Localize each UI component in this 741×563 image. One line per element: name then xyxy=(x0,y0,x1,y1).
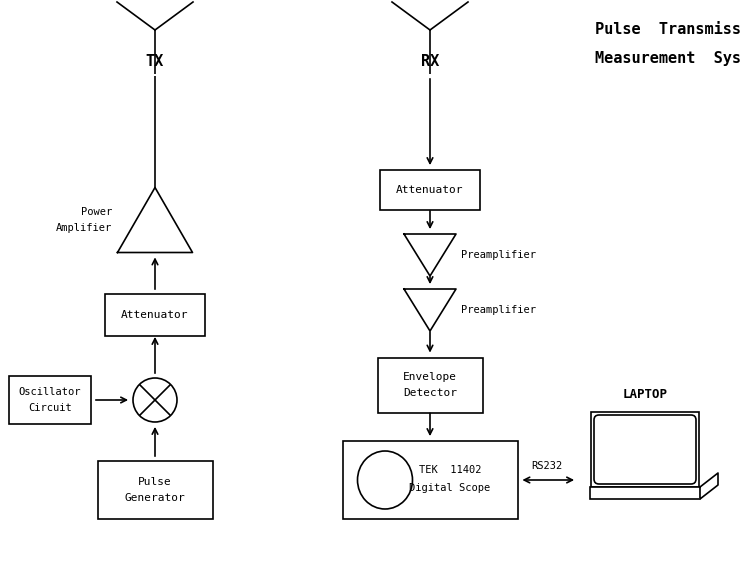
Text: Generator: Generator xyxy=(124,493,185,503)
Text: Detector: Detector xyxy=(403,388,457,398)
Text: Oscillator: Oscillator xyxy=(19,387,82,397)
Bar xyxy=(591,412,699,487)
Text: Pulse: Pulse xyxy=(138,477,172,487)
Text: Envelope: Envelope xyxy=(403,372,457,382)
Text: Amplifier: Amplifier xyxy=(56,223,113,233)
Bar xyxy=(590,487,700,499)
Text: Preamplifier: Preamplifier xyxy=(461,305,536,315)
Text: Digital Scope: Digital Scope xyxy=(409,483,491,493)
Text: LAPTOP: LAPTOP xyxy=(622,388,668,401)
Text: RX: RX xyxy=(421,55,439,69)
Bar xyxy=(342,441,517,519)
Bar xyxy=(377,358,482,413)
Bar xyxy=(9,376,91,424)
Polygon shape xyxy=(700,473,718,499)
Text: Power: Power xyxy=(82,207,113,217)
FancyBboxPatch shape xyxy=(594,415,696,484)
Text: Attenuator: Attenuator xyxy=(396,185,464,195)
Text: TX: TX xyxy=(146,55,164,69)
Text: Preamplifier: Preamplifier xyxy=(461,250,536,260)
Polygon shape xyxy=(404,234,456,276)
Text: TEK  11402: TEK 11402 xyxy=(419,465,481,475)
Ellipse shape xyxy=(357,451,413,509)
Text: Pulse  Transmission: Pulse Transmission xyxy=(595,23,741,38)
Bar xyxy=(105,294,205,336)
Polygon shape xyxy=(118,187,193,252)
Text: RS232: RS232 xyxy=(531,461,563,471)
Circle shape xyxy=(133,378,177,422)
Text: Attenuator: Attenuator xyxy=(122,310,189,320)
Bar xyxy=(98,461,213,519)
Text: Circuit: Circuit xyxy=(28,403,72,413)
Text: Measurement  System: Measurement System xyxy=(595,51,741,65)
Bar xyxy=(380,170,480,210)
Polygon shape xyxy=(404,289,456,331)
